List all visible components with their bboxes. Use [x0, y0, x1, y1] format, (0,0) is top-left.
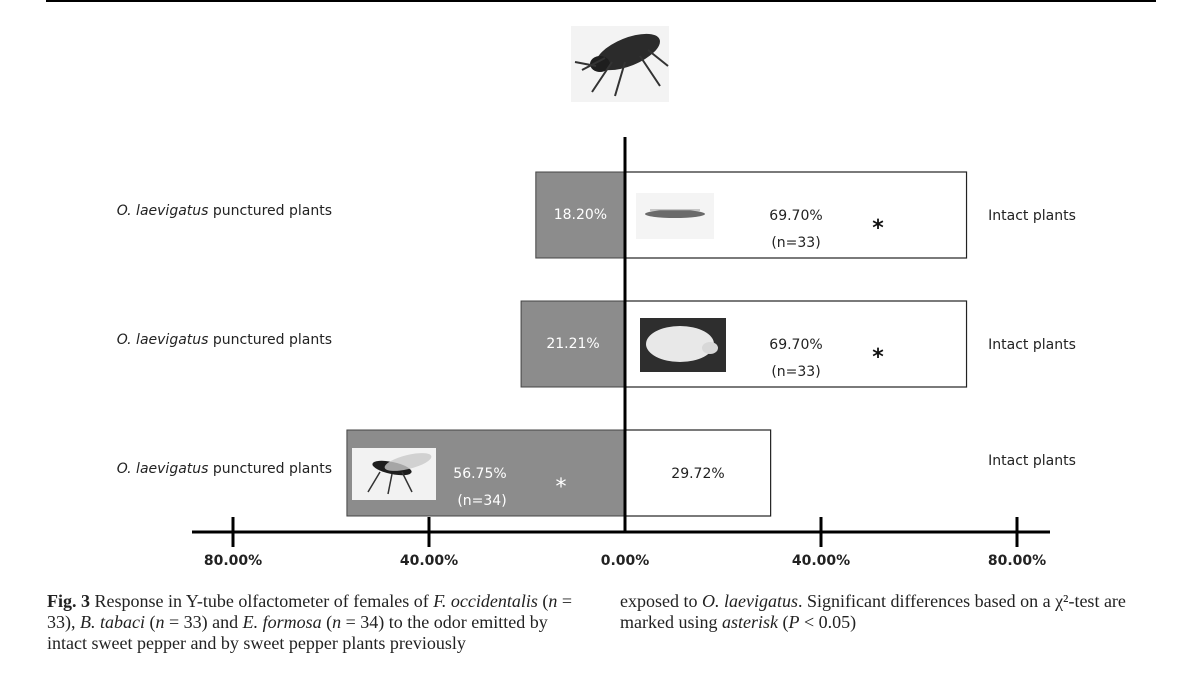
right-value-label: 29.72% — [671, 466, 724, 482]
caption-p: P — [788, 612, 800, 632]
caption-text: < 0.05) — [799, 612, 857, 632]
whitefly-wing — [646, 326, 714, 362]
wasp-leg — [367, 471, 381, 493]
thrips-icon — [636, 193, 714, 239]
top-rule — [46, 0, 1156, 2]
right-n-label: (n=33) — [771, 235, 820, 251]
bug-leg — [581, 57, 606, 71]
bar-left — [535, 171, 626, 259]
caption-left: Fig. 3 Response in Y-tube olfactometer o… — [47, 591, 587, 654]
caption-text: ( — [537, 591, 549, 611]
caption-species: O. laevigatus — [701, 591, 798, 611]
caption-text: ( — [777, 612, 789, 632]
x-tick-label: 40.00% — [400, 553, 458, 569]
right-category-label: Intact plants — [988, 337, 1076, 353]
x-tick-label: 80.00% — [988, 553, 1046, 569]
bug-leg — [639, 55, 661, 87]
bug-leg — [574, 61, 597, 67]
left-value-label: 56.75% — [453, 466, 506, 482]
caption-species: B. tabaci — [80, 612, 145, 632]
left-category-label: O. laevigatus punctured plants — [117, 203, 332, 219]
right-significance-label: * — [872, 216, 884, 241]
caption-text: = 33) and — [164, 612, 243, 632]
caption-n: n — [548, 591, 558, 611]
left-value-label: 21.21% — [546, 336, 599, 352]
x-tick-label: 0.00% — [601, 553, 650, 569]
caption-species: E. formosa — [242, 612, 322, 632]
right-category-label: Intact plants — [988, 453, 1076, 469]
whitefly-icon — [640, 318, 726, 372]
left-significance-label: * — [556, 475, 567, 500]
bug-leg — [614, 61, 626, 97]
caption-text: = 34) to the odor emitted by intact swee… — [47, 612, 548, 653]
left-value-label: 18.20% — [554, 207, 607, 223]
wasp-leg — [387, 473, 393, 495]
caption-n: n — [332, 612, 342, 632]
right-value-label: 69.70% — [769, 208, 822, 224]
wasp-leg — [401, 471, 413, 493]
caption-asterisk-word: asterisk — [721, 612, 778, 632]
wasp-icon — [352, 448, 436, 500]
caption-n: n — [155, 612, 165, 632]
caption-text: exposed to — [620, 591, 702, 611]
bug-head — [590, 56, 610, 72]
caption-text: = 33), — [47, 591, 573, 632]
caption-text: ( — [145, 612, 156, 632]
bug-leg — [591, 61, 613, 93]
left-category-label: O. laevigatus punctured plants — [117, 461, 332, 477]
bar-left — [520, 300, 626, 388]
bug-leg — [647, 49, 669, 67]
bar-right — [624, 429, 772, 517]
thrips-body — [645, 210, 705, 218]
right-category-label: Intact plants — [988, 208, 1076, 224]
orius-bug-icon — [571, 26, 669, 102]
x-tick-label: 40.00% — [792, 553, 850, 569]
caption-text: ( — [321, 612, 333, 632]
right-significance-label: * — [872, 345, 884, 370]
bug-body — [596, 33, 660, 71]
right-value-label: 69.70% — [769, 337, 822, 353]
caption-text: . Significant differences based on a χ²-… — [620, 591, 1126, 632]
diverging-bar-chart: O. laevigatus punctured plants Intact pla… — [117, 26, 1076, 569]
whitefly-head — [702, 342, 718, 354]
right-n-label: (n=33) — [771, 364, 820, 380]
left-n-label: (n=34) — [457, 493, 506, 509]
caption-text: Response in Y-tube olfactometer of femal… — [90, 591, 434, 611]
caption-species: F. occidentalis — [433, 591, 538, 611]
left-category-label: O. laevigatus punctured plants — [117, 332, 332, 348]
wasp-wing — [384, 453, 432, 471]
x-tick-label: 80.00% — [204, 553, 262, 569]
caption-fig-label: Fig. 3 — [47, 591, 90, 611]
caption-right: exposed to O. laevigatus. Significant di… — [620, 591, 1160, 633]
